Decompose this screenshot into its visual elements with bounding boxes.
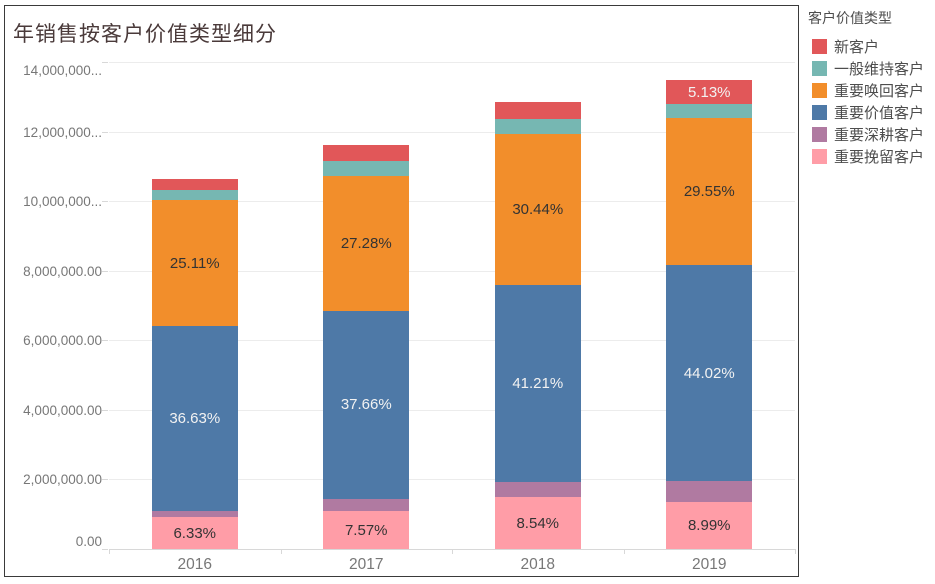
y-axis-tick-label: 0.00 bbox=[75, 534, 102, 549]
legend-item-list: 新客户一般维持客户 重要唤回客户 重要价值客户 重要深耕客户 重要挽留客户 bbox=[806, 35, 934, 167]
legend-item-label: 新客户 bbox=[834, 39, 880, 56]
x-axis-label[interactable]: 2018 bbox=[520, 556, 555, 573]
bar-segment-label: 27.28% bbox=[340, 234, 392, 252]
legend-item-label: 重要挽留客户 bbox=[834, 149, 925, 166]
legend-item[interactable]: 新客户 bbox=[806, 35, 934, 57]
legend-item-label: 一般维持客户 bbox=[834, 61, 925, 78]
bar-segment-label: 30.44% bbox=[512, 200, 564, 218]
bar-segment[interactable] bbox=[494, 102, 581, 119]
bar-segment-label: 8.99% bbox=[687, 517, 731, 535]
gridline bbox=[109, 479, 795, 481]
bar-segment[interactable] bbox=[323, 499, 410, 512]
chart-title: 年销售按客户价值类型细分 bbox=[13, 22, 277, 46]
y-axis-tick bbox=[102, 270, 108, 272]
bar-segment[interactable] bbox=[494, 118, 581, 134]
legend-item-label: 重要唤回客户 bbox=[834, 83, 925, 100]
bar-2017: 27.28% 37.66% 7.57% bbox=[323, 145, 410, 549]
bar-segment[interactable] bbox=[151, 178, 238, 191]
y-axis-tick-label: 4,000,000.00 bbox=[23, 402, 102, 418]
x-axis-label[interactable]: 2019 bbox=[692, 556, 727, 573]
legend-swatch-icon bbox=[812, 82, 827, 98]
legend-swatch-icon bbox=[812, 60, 827, 76]
y-axis-tick bbox=[102, 479, 108, 481]
bar-segment-label: 6.33% bbox=[173, 524, 217, 542]
bar-segment[interactable]: 30.44% bbox=[494, 133, 581, 286]
y-axis-tick bbox=[102, 549, 108, 550]
x-axis-label[interactable]: 2016 bbox=[177, 556, 212, 573]
y-axis-tick-label: 12,000,000... bbox=[23, 124, 102, 140]
bar-segment[interactable] bbox=[666, 481, 753, 503]
bar-segment-label: 37.66% bbox=[340, 396, 392, 414]
legend-swatch-icon bbox=[812, 38, 827, 54]
bar-segment-label: 41.21% bbox=[512, 375, 564, 393]
y-axis-tick bbox=[102, 340, 108, 342]
bar-segment[interactable]: 6.33% bbox=[151, 517, 238, 549]
bar-segment-label: 44.02% bbox=[683, 364, 735, 382]
gridline bbox=[109, 131, 795, 133]
bar-segment[interactable] bbox=[494, 482, 581, 498]
bar-segment[interactable] bbox=[151, 190, 238, 201]
bar-segment[interactable] bbox=[323, 160, 410, 176]
bar-segment[interactable]: 37.66% bbox=[323, 310, 410, 500]
bar-segment-label: 36.63% bbox=[169, 409, 221, 427]
y-axis-tick-label: 10,000,000... bbox=[23, 194, 102, 210]
gridline bbox=[109, 340, 795, 342]
legend-swatch-icon bbox=[812, 126, 827, 142]
x-axis-tick bbox=[452, 549, 453, 554]
bar-segment[interactable]: 25.11% bbox=[151, 200, 238, 326]
bar-segment[interactable]: 27.28% bbox=[323, 175, 410, 311]
y-axis-tick bbox=[102, 131, 108, 133]
bar-2019: 5.13% 29.55% 44.02% 8.99% bbox=[666, 80, 753, 549]
gridline bbox=[109, 201, 795, 203]
bar-2016: 25.11% 36.63% 6.33% bbox=[151, 178, 238, 549]
legend-item[interactable]: 重要唤回客户 bbox=[806, 79, 934, 101]
gridline bbox=[109, 409, 795, 411]
legend: 客户价值类型 新客户一般维持客户 重要唤回客户 重要价值客户 重要深耕客户 重要挽留客户 bbox=[806, 8, 934, 167]
legend-item[interactable]: 重要深耕客户 bbox=[806, 123, 934, 145]
bar-2018: 30.44% 41.21% 8.54% bbox=[494, 102, 581, 549]
bar-segment-label: 25.11% bbox=[169, 254, 220, 272]
legend-title: 客户价值类型 bbox=[808, 12, 892, 27]
legend-swatch-icon bbox=[812, 148, 827, 164]
chart-container: 年销售按客户价值类型细分 0.00 2,000,000.00 4,000,000.0… bbox=[4, 5, 799, 577]
bar-segment[interactable]: 29.55% bbox=[666, 117, 753, 266]
y-axis-tick-label: 8,000,000.00 bbox=[23, 263, 102, 279]
y-axis-tick-label: 14,000,000... bbox=[23, 63, 102, 78]
bar-segment-label: 8.54% bbox=[516, 514, 560, 532]
y-axis-tick-label: 6,000,000.00 bbox=[23, 333, 102, 349]
bar-segment[interactable] bbox=[323, 145, 410, 161]
gridline bbox=[109, 270, 795, 272]
bar-segment[interactable]: 7.57% bbox=[323, 511, 410, 549]
bar-segment[interactable]: 44.02% bbox=[666, 265, 753, 482]
bar-segment[interactable] bbox=[666, 104, 753, 118]
legend-item-label: 重要价值客户 bbox=[834, 105, 925, 122]
bar-segment[interactable]: 8.99% bbox=[666, 502, 753, 549]
x-axis-label[interactable]: 2017 bbox=[349, 556, 384, 573]
x-axis-tick bbox=[280, 549, 282, 554]
legend-item-label: 重要深耕客户 bbox=[834, 127, 925, 144]
legend-swatch-icon bbox=[812, 104, 827, 120]
y-axis-tick bbox=[102, 409, 108, 411]
y-axis-tick-label: 2,000,000.00 bbox=[23, 472, 102, 488]
legend-item[interactable]: 重要价值客户 bbox=[806, 101, 934, 123]
bar-segment[interactable] bbox=[151, 510, 238, 518]
bar-segment-label: 29.55% bbox=[683, 183, 735, 201]
gridline bbox=[109, 62, 795, 63]
bar-segment-label: 5.13% bbox=[687, 83, 731, 101]
x-axis-tick bbox=[623, 549, 625, 554]
bar-segment[interactable]: 36.63% bbox=[151, 325, 238, 511]
x-axis-tick bbox=[109, 549, 110, 554]
bar-segment[interactable]: 8.54% bbox=[494, 497, 581, 549]
plot-area: 0.00 2,000,000.00 4,000,000.00 6,000,000.00… bbox=[5, 6, 798, 576]
bar-segment-label: 7.57% bbox=[344, 521, 388, 539]
y-axis-tick bbox=[102, 62, 108, 63]
x-axis-tick bbox=[795, 549, 796, 554]
bar-segment[interactable]: 41.21% bbox=[494, 285, 581, 483]
legend-item[interactable]: 一般维持客户 bbox=[806, 57, 934, 79]
y-axis-tick bbox=[102, 201, 108, 203]
bar-segment[interactable]: 5.13% bbox=[666, 80, 753, 105]
legend-item[interactable]: 重要挽留客户 bbox=[806, 145, 934, 167]
